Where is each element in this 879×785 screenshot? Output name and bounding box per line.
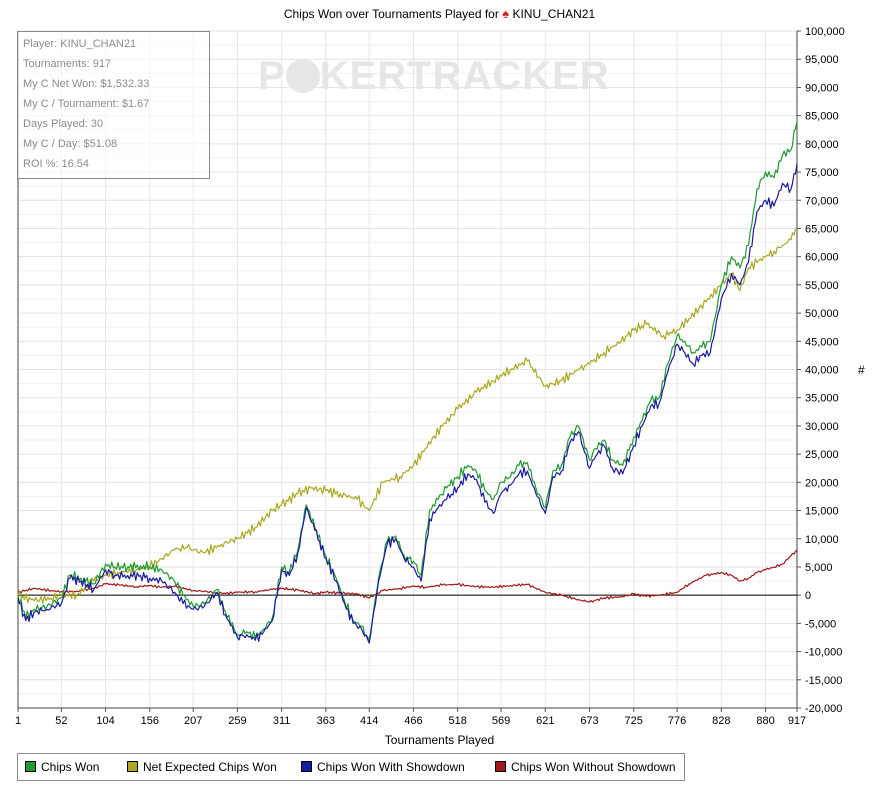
x-tick-label: 880: [756, 715, 774, 727]
y-tick-label: 70,000: [805, 195, 839, 207]
y-tick-label: 45,000: [805, 336, 839, 348]
y-tick-label: 30,000: [805, 421, 839, 433]
y-tick-label: 15,000: [805, 506, 839, 518]
chart-title-prefix: Chips Won over Tournaments Played for: [283, 7, 499, 21]
y-tick-label: 10,000: [805, 534, 839, 546]
legend-item-without-showdown[interactable]: Chips Won Without Showdown: [495, 760, 676, 774]
legend: Chips Won Net Expected Chips Won Chips W…: [17, 753, 685, 781]
stat-player: Player: KINU_CHAN21: [23, 38, 137, 50]
legend-swatch: [25, 761, 36, 772]
x-axis-label: Tournaments Played: [384, 733, 495, 747]
stat-per-tournament: My C / Tournament: $1.67: [23, 98, 150, 110]
y-tick-label: 65,000: [805, 223, 839, 235]
chart-title: Chips Won over Tournaments Played for ♠ …: [0, 6, 879, 21]
y-tick-label: 60,000: [805, 252, 839, 264]
stat-per-day: My C / Day: $51.08: [23, 138, 118, 150]
y-tick-label: 90,000: [805, 82, 839, 94]
stat-roi: ROI %: 16.54: [23, 158, 90, 170]
x-tick-label: 1: [15, 715, 21, 727]
y-tick-label: 35,000: [805, 393, 839, 405]
y-tick-label: 0: [805, 590, 811, 602]
y-axis-label: #: [858, 363, 865, 377]
poker-chip-icon: [285, 59, 320, 93]
x-tick-label: 621: [536, 715, 554, 727]
chart-title-player: KINU_CHAN21: [512, 7, 596, 21]
series-line-chips-won: [17, 121, 798, 641]
y-tick-label: -10,000: [805, 647, 842, 659]
x-tick-label: 917: [788, 715, 806, 727]
y-tick-label: 85,000: [805, 111, 839, 123]
series-line-chips-won-without-showdown: [17, 549, 798, 603]
x-tick-label: 466: [404, 715, 422, 727]
legend-item-net-expected[interactable]: Net Expected Chips Won: [127, 760, 277, 774]
pokertracker-watermark: P KERTRACKER: [258, 54, 610, 98]
y-tick-label: 95,000: [805, 54, 839, 66]
stat-net-won: My C Net Won: $1,532.33: [23, 78, 150, 90]
stats-box: Player: KINU_CHAN21 Tournaments: 917 My …: [17, 31, 210, 179]
x-tick-label: 311: [273, 715, 291, 727]
y-tick-label: 5,000: [805, 562, 833, 574]
y-tick-label: 80,000: [805, 139, 839, 151]
x-tick-label: 207: [184, 715, 202, 727]
y-tick-label: -5,000: [805, 618, 836, 630]
y-tick-label: 25,000: [805, 449, 839, 461]
legend-swatch: [301, 761, 312, 772]
y-tick-label: 40,000: [805, 365, 839, 377]
x-tick-label: 569: [492, 715, 510, 727]
x-tick-label: 414: [360, 715, 378, 727]
y-tick-label: 100,000: [805, 26, 845, 38]
x-tick-label: 725: [625, 715, 643, 727]
x-tick-label: 156: [141, 715, 159, 727]
legend-swatch: [495, 761, 506, 772]
x-tick-label: 363: [317, 715, 335, 727]
y-tick-label: 20,000: [805, 477, 839, 489]
y-tick-label: 75,000: [805, 167, 839, 179]
stat-tournaments: Tournaments: 917: [23, 58, 112, 70]
x-tick-label: 828: [712, 715, 730, 727]
y-tick-label: -15,000: [805, 675, 842, 687]
y-tick-label: -20,000: [805, 703, 842, 715]
stat-days-played: Days Played: 30: [23, 118, 104, 130]
x-tick-label: 104: [96, 715, 114, 727]
y-tick-label: 55,000: [805, 280, 839, 292]
x-tick-label: 673: [580, 715, 598, 727]
legend-item-chips-won[interactable]: Chips Won: [25, 760, 99, 774]
legend-swatch: [127, 761, 138, 772]
legend-item-with-showdown[interactable]: Chips Won With Showdown: [301, 760, 465, 774]
x-tick-label: 52: [55, 715, 67, 727]
x-tick-label: 259: [228, 715, 246, 727]
y-tick-label: 50,000: [805, 308, 839, 320]
spade-icon: ♠: [502, 6, 510, 21]
x-tick-label: 518: [448, 715, 466, 727]
series-line-chips-won-with-showdown: [17, 163, 798, 644]
x-tick-label: 776: [668, 715, 686, 727]
